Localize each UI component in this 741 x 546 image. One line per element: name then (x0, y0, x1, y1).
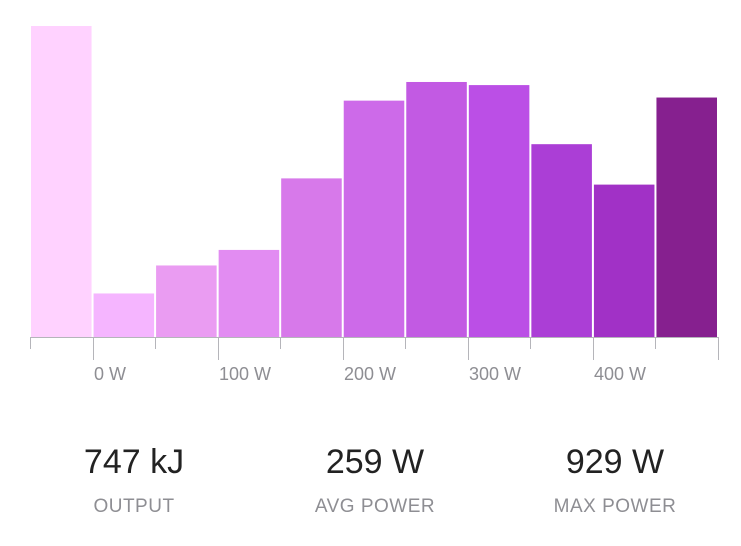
histogram-bar-7 (468, 85, 530, 337)
max-power-value: 929 W (565, 443, 665, 481)
power-histogram: 0 W 100 W 200 W 300 W 400 W (30, 26, 719, 384)
summary-stats: 747 kJ OUTPUT 259 W AVG POWER 929 W MAX … (0, 440, 741, 540)
tick-label-2: 200 W (344, 364, 396, 384)
tick-label-1: 100 W (219, 364, 271, 384)
x-axis-tick-labels: 0 W 100 W 200 W 300 W 400 W (94, 364, 646, 384)
x-axis-ticks (30, 337, 719, 360)
tick-label-4: 400 W (594, 364, 646, 384)
histogram-bars (31, 26, 717, 337)
histogram-bar-10 (656, 97, 717, 337)
stat-max-power: 929 W MAX POWER (495, 440, 735, 518)
avg-power-label: AVG POWER (314, 496, 436, 517)
avg-power-value: 259 W (325, 443, 425, 481)
output-label: OUTPUT (93, 496, 175, 517)
histogram-bar-5 (343, 100, 405, 337)
max-power-label: MAX POWER (553, 496, 677, 517)
output-value: 747 kJ (83, 443, 185, 481)
histogram-bar-9 (593, 184, 655, 337)
stat-output: 747 kJ OUTPUT (14, 440, 254, 518)
histogram-bar-6 (406, 81, 467, 337)
tick-label-3: 300 W (469, 364, 521, 384)
tick-label-0: 0 W (94, 364, 126, 384)
stat-avg-power: 259 W AVG POWER (255, 440, 495, 518)
histogram-bar-2 (156, 265, 217, 337)
histogram-bar-0 (31, 26, 92, 337)
histogram-bar-4 (281, 178, 342, 337)
histogram-bar-1 (93, 293, 155, 337)
histogram-bar-8 (531, 144, 592, 337)
histogram-bar-3 (218, 249, 280, 337)
